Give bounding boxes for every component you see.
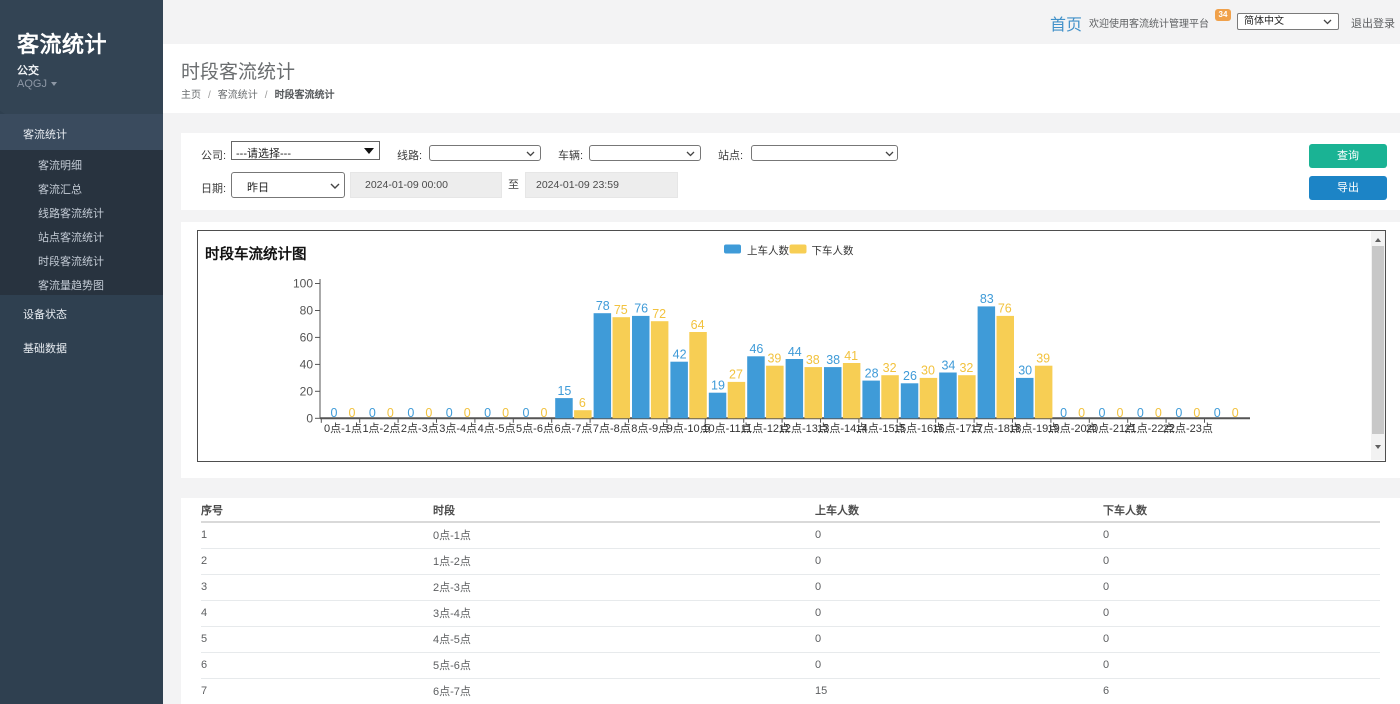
svg-text:0: 0 — [1099, 406, 1106, 420]
svg-text:38: 38 — [826, 353, 840, 367]
svg-text:0: 0 — [1078, 406, 1085, 420]
svg-text:上车人数: 上车人数 — [747, 244, 789, 257]
svg-text:0: 0 — [523, 406, 530, 420]
svg-text:0: 0 — [464, 406, 471, 420]
svg-text:32: 32 — [959, 361, 973, 375]
svg-text:2点-3点: 2点-3点 — [401, 422, 439, 435]
svg-text:15点-16点: 15点-16点 — [894, 422, 944, 435]
svg-text:0: 0 — [349, 406, 356, 420]
svg-text:44: 44 — [788, 345, 802, 359]
svg-text:76: 76 — [998, 302, 1012, 316]
svg-text:11点-12点: 11点-12点 — [741, 422, 790, 435]
svg-text:0: 0 — [502, 406, 509, 420]
svg-text:1点-2点: 1点-2点 — [362, 422, 400, 435]
svg-text:19: 19 — [711, 379, 725, 393]
svg-text:42: 42 — [673, 348, 687, 362]
svg-text:7点-8点: 7点-8点 — [593, 422, 631, 435]
svg-text:100: 100 — [293, 277, 313, 291]
svg-text:83: 83 — [980, 292, 994, 306]
svg-text:30: 30 — [1018, 364, 1032, 378]
svg-text:6: 6 — [579, 396, 586, 410]
svg-text:15: 15 — [557, 384, 571, 398]
svg-text:下车人数: 下车人数 — [812, 244, 854, 257]
svg-text:10点-11点: 10点-11点 — [702, 422, 751, 435]
svg-text:39: 39 — [1036, 352, 1050, 366]
svg-text:12点-13点: 12点-13点 — [779, 422, 829, 435]
svg-text:72: 72 — [652, 307, 666, 321]
svg-text:41: 41 — [844, 349, 858, 363]
svg-text:3点-4点: 3点-4点 — [439, 422, 477, 435]
svg-text:39: 39 — [767, 352, 781, 366]
svg-text:26: 26 — [903, 369, 917, 383]
svg-text:0: 0 — [446, 406, 453, 420]
svg-text:13点-14点: 13点-14点 — [817, 422, 867, 435]
svg-text:60: 60 — [300, 330, 314, 344]
svg-text:4点-5点: 4点-5点 — [478, 422, 516, 435]
svg-text:0: 0 — [1214, 406, 1221, 420]
svg-text:0点-1点: 0点-1点 — [324, 422, 362, 435]
svg-text:20: 20 — [300, 384, 314, 398]
svg-text:0: 0 — [1137, 406, 1144, 420]
svg-text:0: 0 — [369, 406, 376, 420]
svg-text:6点-7点: 6点-7点 — [554, 422, 592, 435]
svg-text:0: 0 — [1117, 406, 1124, 420]
svg-text:30: 30 — [921, 364, 935, 378]
svg-text:0: 0 — [407, 406, 414, 420]
svg-text:0: 0 — [1155, 406, 1162, 420]
svg-text:0: 0 — [484, 406, 491, 420]
svg-text:18点-19点: 18点-19点 — [1009, 422, 1059, 435]
svg-text:16点-17点: 16点-17点 — [932, 422, 982, 435]
svg-text:0: 0 — [1175, 406, 1182, 420]
svg-text:14点-15点: 14点-15点 — [856, 422, 906, 435]
svg-text:40: 40 — [300, 357, 314, 371]
svg-text:28: 28 — [865, 366, 879, 380]
svg-text:22点-23点: 22点-23点 — [1163, 422, 1213, 435]
svg-text:46: 46 — [749, 342, 763, 356]
svg-text:64: 64 — [691, 318, 705, 332]
svg-text:8点-9点: 8点-9点 — [631, 422, 669, 435]
svg-text:20点-21点: 20点-21点 — [1086, 422, 1136, 435]
svg-text:27: 27 — [729, 368, 743, 382]
svg-text:0: 0 — [387, 406, 394, 420]
svg-text:9点-10点: 9点-10点 — [667, 422, 711, 435]
svg-text:75: 75 — [614, 303, 628, 317]
svg-text:34: 34 — [941, 358, 955, 372]
svg-text:0: 0 — [541, 406, 548, 420]
svg-text:19点-20点: 19点-20点 — [1048, 422, 1098, 435]
svg-text:80: 80 — [300, 304, 314, 318]
svg-text:0: 0 — [331, 406, 338, 420]
svg-text:0: 0 — [306, 411, 313, 425]
svg-text:78: 78 — [596, 299, 610, 313]
svg-text:0: 0 — [1193, 406, 1200, 420]
svg-text:0: 0 — [1232, 406, 1239, 420]
svg-text:5点-6点: 5点-6点 — [516, 422, 554, 435]
svg-text:0: 0 — [1060, 406, 1067, 420]
svg-text:17点-18点: 17点-18点 — [971, 422, 1021, 435]
svg-text:21点-22点: 21点-22点 — [1124, 422, 1174, 435]
svg-text:0: 0 — [425, 406, 432, 420]
svg-text:38: 38 — [806, 353, 820, 367]
svg-text:76: 76 — [634, 302, 648, 316]
svg-text:32: 32 — [883, 361, 897, 375]
